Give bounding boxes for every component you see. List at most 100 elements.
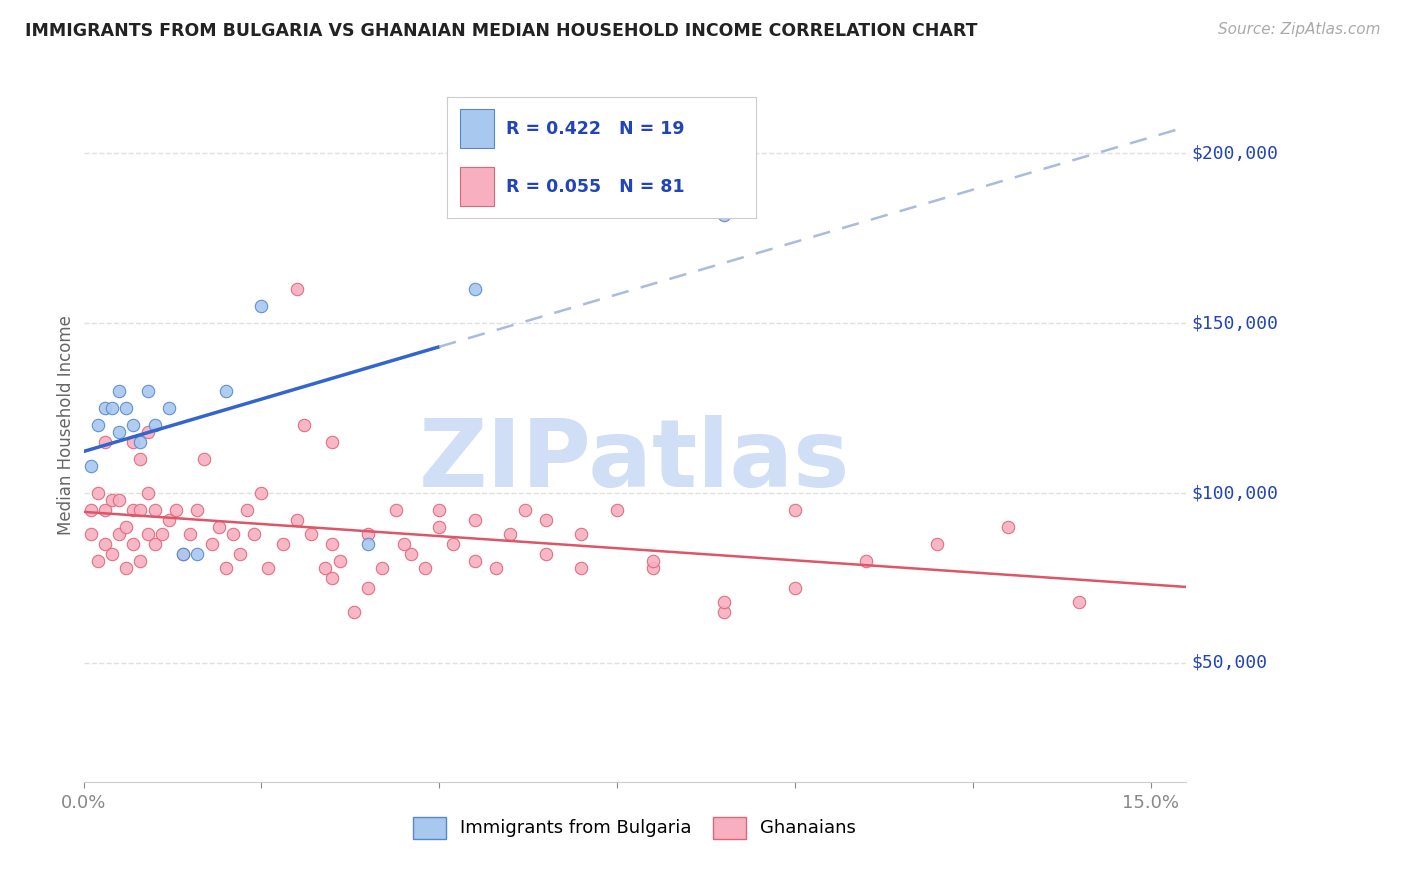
Point: [285, 513, 308, 527]
Point: [150, 526, 173, 541]
Point: [115, 560, 138, 574]
Point: [357, 526, 380, 541]
Point: [783, 581, 806, 595]
Point: [464, 554, 486, 568]
Point: [513, 503, 536, 517]
Y-axis label: Median Household Income: Median Household Income: [58, 315, 75, 535]
Text: ZIPatlas: ZIPatlas: [419, 415, 851, 507]
Point: [87, 554, 110, 568]
Point: [222, 526, 245, 541]
Point: [321, 537, 343, 551]
Point: [136, 384, 159, 398]
Point: [855, 554, 877, 568]
Point: [285, 282, 308, 296]
Point: [243, 526, 266, 541]
Point: [571, 560, 593, 574]
Point: [115, 520, 138, 534]
Point: [122, 435, 145, 450]
Point: [101, 547, 124, 561]
Point: [157, 513, 180, 527]
Point: [314, 560, 336, 574]
Point: [250, 299, 273, 313]
Point: [108, 526, 131, 541]
Point: [257, 560, 280, 574]
Point: [122, 537, 145, 551]
Point: [413, 560, 436, 574]
Point: [392, 537, 415, 551]
Point: [129, 503, 152, 517]
Point: [129, 435, 152, 450]
Text: $200,000: $200,000: [1191, 145, 1278, 162]
Point: [129, 452, 152, 467]
Point: [165, 503, 187, 517]
Point: [427, 503, 450, 517]
Text: IMMIGRANTS FROM BULGARIA VS GHANAIAN MEDIAN HOUSEHOLD INCOME CORRELATION CHART: IMMIGRANTS FROM BULGARIA VS GHANAIAN MED…: [25, 22, 977, 40]
Point: [399, 547, 422, 561]
Point: [94, 503, 117, 517]
Point: [385, 503, 408, 517]
Point: [94, 435, 117, 450]
Point: [143, 418, 166, 433]
Point: [236, 503, 259, 517]
Point: [534, 513, 557, 527]
Point: [997, 520, 1019, 534]
Point: [371, 560, 394, 574]
Point: [87, 486, 110, 500]
Point: [292, 418, 315, 433]
Point: [79, 503, 101, 517]
Point: [713, 208, 735, 222]
Point: [193, 452, 215, 467]
Point: [321, 435, 343, 450]
Point: [208, 520, 231, 534]
Point: [321, 571, 343, 585]
Point: [357, 581, 380, 595]
Point: [606, 503, 628, 517]
Point: [1069, 595, 1091, 609]
Point: [87, 418, 110, 433]
Point: [108, 425, 131, 439]
Point: [115, 401, 138, 416]
Point: [136, 526, 159, 541]
Point: [571, 526, 593, 541]
Point: [172, 547, 194, 561]
Point: [122, 503, 145, 517]
Point: [215, 560, 238, 574]
Point: [343, 605, 366, 619]
Point: [143, 537, 166, 551]
Point: [136, 425, 159, 439]
Point: [94, 401, 117, 416]
Point: [641, 560, 664, 574]
Point: [441, 537, 464, 551]
Text: Source: ZipAtlas.com: Source: ZipAtlas.com: [1218, 22, 1381, 37]
Point: [250, 486, 273, 500]
Point: [641, 554, 664, 568]
Point: [783, 503, 806, 517]
Point: [179, 526, 201, 541]
Point: [108, 492, 131, 507]
Point: [101, 401, 124, 416]
Point: [357, 537, 380, 551]
Point: [79, 526, 101, 541]
Point: [713, 595, 735, 609]
Point: [136, 486, 159, 500]
Point: [927, 537, 949, 551]
Point: [485, 560, 508, 574]
Point: [271, 537, 294, 551]
Point: [129, 554, 152, 568]
Point: [200, 537, 222, 551]
Point: [713, 605, 735, 619]
Point: [172, 547, 194, 561]
Text: $100,000: $100,000: [1191, 484, 1278, 502]
Point: [157, 401, 180, 416]
Point: [329, 554, 352, 568]
Text: $150,000: $150,000: [1191, 314, 1278, 332]
Legend: Immigrants from Bulgaria, Ghanaians: Immigrants from Bulgaria, Ghanaians: [408, 811, 862, 844]
Point: [534, 547, 557, 561]
Point: [215, 384, 238, 398]
Point: [186, 503, 208, 517]
Point: [94, 537, 117, 551]
Point: [101, 492, 124, 507]
Point: [143, 503, 166, 517]
Text: $50,000: $50,000: [1191, 654, 1268, 672]
Point: [229, 547, 252, 561]
